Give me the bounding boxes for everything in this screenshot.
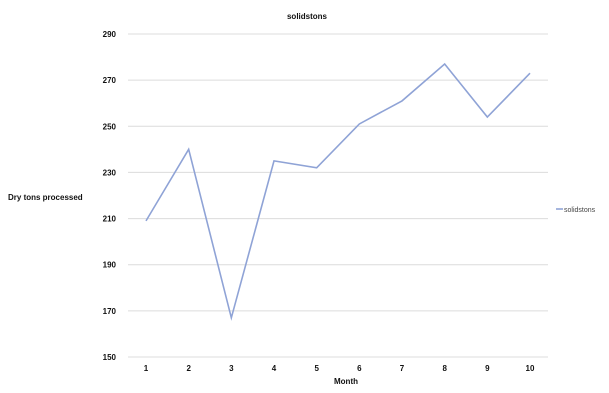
y-tick-label: 150 bbox=[103, 353, 117, 362]
series-line bbox=[145, 62, 531, 321]
x-tick-label: 3 bbox=[229, 364, 234, 373]
y-axis-label: Dry tons processed bbox=[8, 193, 83, 202]
x-tick-label: 7 bbox=[400, 364, 405, 373]
x-tick-label: 1 bbox=[144, 364, 149, 373]
x-tick-labels: 1 2 3 4 5 6 7 8 9 10 bbox=[144, 364, 535, 373]
x-tick-label: 8 bbox=[442, 364, 447, 373]
y-tick-label: 250 bbox=[103, 122, 117, 131]
legend: solidstons bbox=[556, 207, 596, 214]
y-tick-labels: 150 170 190 210 230 250 270 290 bbox=[103, 30, 117, 362]
x-tick-label: 9 bbox=[485, 364, 490, 373]
y-tick-label: 290 bbox=[103, 30, 117, 39]
gridlines bbox=[128, 33, 548, 358]
legend-label: solidstons bbox=[564, 207, 596, 214]
y-tick-label: 210 bbox=[103, 215, 117, 224]
y-tick-label: 170 bbox=[103, 307, 117, 316]
x-tick-label: 4 bbox=[272, 364, 277, 373]
y-tick-label: 190 bbox=[103, 261, 117, 270]
x-tick-label: 6 bbox=[357, 364, 362, 373]
x-tick-label: 5 bbox=[314, 364, 319, 373]
y-tick-label: 270 bbox=[103, 76, 117, 85]
chart-title: solidstons bbox=[287, 12, 328, 21]
x-axis-label: Month bbox=[334, 377, 358, 386]
x-tick-label: 2 bbox=[186, 364, 191, 373]
x-tick-label: 10 bbox=[526, 364, 535, 373]
series-layer bbox=[145, 62, 531, 321]
y-tick-label: 230 bbox=[103, 168, 117, 177]
